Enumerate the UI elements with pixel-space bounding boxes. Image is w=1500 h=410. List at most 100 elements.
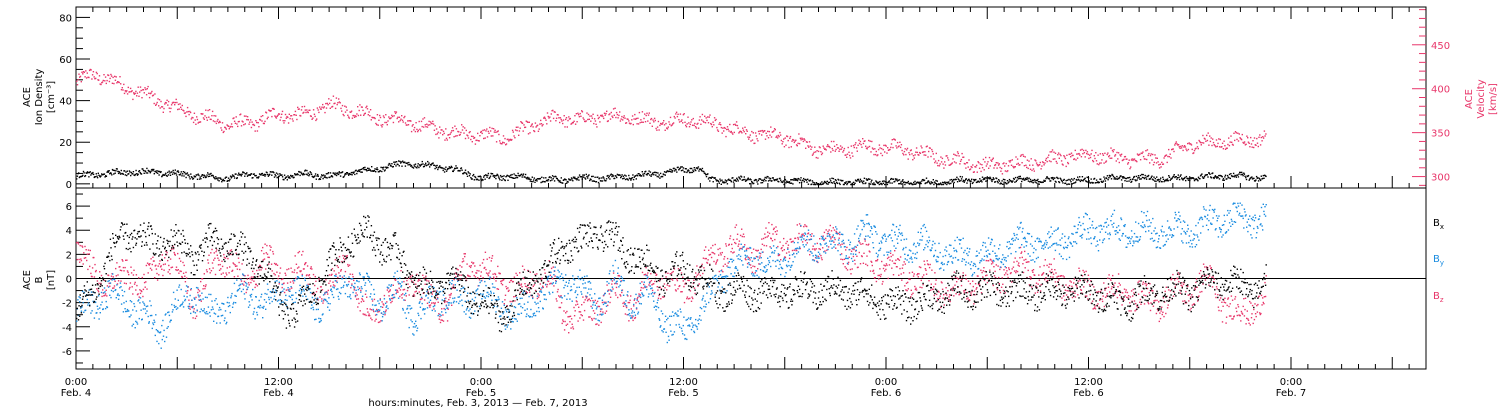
velocity-point-1557 [1258, 136, 1260, 138]
bz-point-1402 [904, 285, 906, 287]
density-point-1449 [1054, 177, 1056, 179]
bz-point-764 [527, 269, 529, 272]
velocity-point-562 [502, 135, 505, 137]
bz-point-989 [660, 298, 662, 300]
velocity-point-741 [638, 111, 641, 114]
bz-point-1190 [778, 253, 781, 256]
velocity-point-942 [791, 140, 793, 142]
density-point-132 [165, 172, 167, 174]
density-point-1293 [948, 183, 951, 185]
velocity-point-1332 [1087, 153, 1089, 156]
density-point-146 [174, 169, 176, 171]
density-point-814 [625, 175, 627, 177]
density-point-1086 [809, 180, 811, 182]
bz-point-679 [477, 277, 479, 279]
velocity-point-334 [329, 107, 331, 109]
velocity-point-1416 [1151, 159, 1153, 161]
velocity-point-818 [697, 122, 699, 125]
density-point-912 [691, 171, 693, 174]
density-point-61 [117, 170, 119, 173]
density-point-868 [661, 175, 664, 178]
velocity-point-693 [602, 115, 604, 118]
bz-point-1373 [886, 257, 889, 260]
velocity-point-1539 [1244, 144, 1247, 146]
density-point-1201 [886, 183, 889, 186]
velocity-point-1278 [1046, 160, 1048, 163]
bz-point-1207 [788, 257, 791, 260]
velocity-point-103 [154, 93, 156, 95]
density-point-1438 [1046, 176, 1048, 178]
bz-point-665 [468, 265, 471, 267]
density-point-1282 [941, 183, 943, 186]
velocity-point-266 [278, 113, 280, 115]
bz-point-132 [154, 277, 156, 279]
velocity-point-154 [192, 121, 195, 124]
bz-point-496 [369, 315, 371, 317]
velocity-point-1296 [1060, 154, 1062, 157]
density-point-1420 [1034, 181, 1036, 183]
velocity-point-94 [147, 85, 149, 88]
density-point-1063 [793, 177, 795, 180]
bz-point-1344 [869, 270, 872, 272]
velocity-point-350 [341, 104, 344, 107]
bz-point-650 [459, 278, 462, 280]
density-point-955 [720, 183, 722, 185]
bz-point-101 [135, 274, 138, 276]
velocity-point-1184 [975, 166, 977, 168]
bz-point-696 [487, 273, 489, 275]
density-point-1056 [788, 181, 791, 183]
density-point-671 [528, 178, 531, 180]
density-point-1470 [1068, 178, 1070, 181]
density-point-173 [192, 177, 195, 180]
bz-point-999 [666, 289, 668, 291]
velocity-point-1400 [1139, 153, 1141, 155]
velocity-point-558 [499, 142, 502, 144]
velocity-point-1165 [960, 158, 963, 161]
velocity-point-1098 [909, 149, 912, 152]
density-point-879 [669, 168, 671, 171]
bz-point-849 [577, 320, 579, 322]
bz-point-674 [474, 265, 476, 267]
density-point-532 [435, 165, 437, 167]
density-point-1611 [1163, 180, 1165, 183]
density-point-294 [274, 173, 276, 176]
bz-point-1415 [911, 271, 914, 273]
density-point-36 [100, 175, 102, 177]
bz-point-1578 [1008, 267, 1010, 269]
density-point-1287 [944, 182, 947, 185]
velocity-point-72 [130, 90, 133, 93]
bz-point-1276 [829, 224, 831, 227]
velocity-point-304 [306, 111, 309, 113]
velocity-point-416 [391, 115, 394, 118]
bz-point-1374 [887, 277, 889, 280]
velocity-point-174 [208, 116, 210, 118]
velocity-point-966 [809, 145, 811, 147]
velocity-point-122 [168, 107, 170, 109]
density-point-88 [135, 169, 137, 172]
density-point-937 [708, 176, 710, 179]
density-point-1530 [1108, 174, 1111, 177]
velocity-point-658 [575, 113, 578, 115]
bz-point-1217 [794, 237, 797, 239]
bz-point-1234 [804, 239, 807, 242]
velocity-point-510 [463, 132, 465, 134]
bz-point-881 [596, 323, 598, 325]
velocity-point-986 [824, 148, 827, 150]
bz-point-478 [358, 302, 360, 305]
velocity-point-134 [177, 103, 180, 106]
density-point-1068 [796, 179, 799, 182]
bz-point-1107 [729, 235, 732, 237]
bz-point-1514 [970, 292, 972, 294]
bz-point-943 [633, 305, 635, 307]
density-point-383 [334, 174, 336, 176]
density-point-1224 [902, 179, 904, 181]
bz-point-1419 [914, 285, 916, 288]
velocity-point-1224 [1005, 162, 1007, 165]
bz-point-788 [541, 277, 543, 279]
bz-point-1364 [881, 283, 883, 285]
bz-point-823 [562, 319, 564, 321]
density-point-1310 [960, 179, 962, 182]
bz-point-801 [549, 283, 551, 285]
velocity-point-1259 [1032, 164, 1034, 166]
density-point-153 [179, 174, 181, 176]
